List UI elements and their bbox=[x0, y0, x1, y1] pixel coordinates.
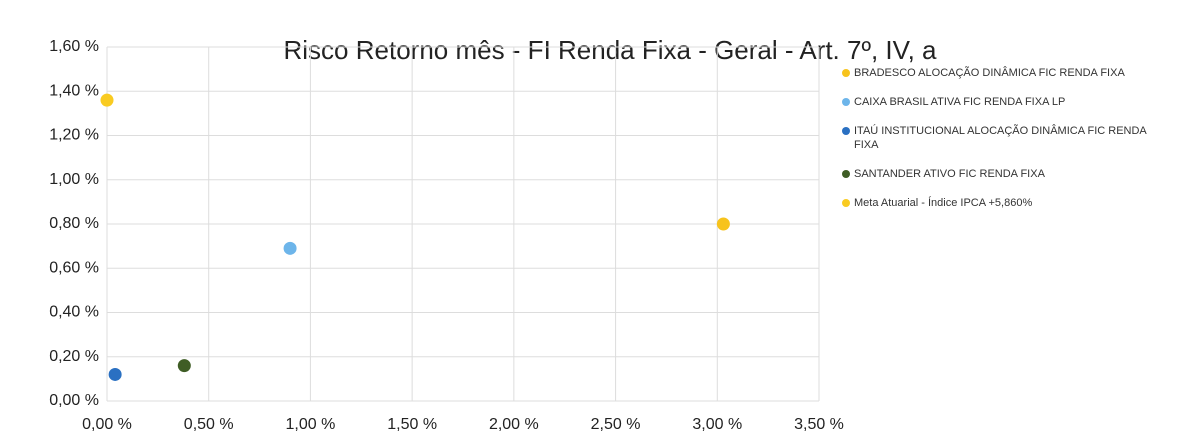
point bbox=[177, 359, 191, 373]
x-tick-label: 0,50 % bbox=[184, 416, 234, 433]
x-tick-label: 3,50 % bbox=[794, 416, 844, 433]
legend-label: CAIXA BRASIL ATIVA FIC RENDA FIXA LP bbox=[854, 96, 1066, 108]
point bbox=[283, 241, 297, 255]
chart-title: Risco Retorno mês - FI Renda Fixa - Gera… bbox=[284, 35, 938, 65]
y-tick-label: 0,60 % bbox=[49, 259, 99, 276]
legend-item: CAIXA BRASIL ATIVA FIC RENDA FIXA LP bbox=[842, 95, 1172, 109]
legend-marker bbox=[842, 127, 850, 135]
legend-label: BRADESCO ALOCAÇÃO DINÂMICA FIC RENDA FIX… bbox=[854, 67, 1125, 79]
y-tick-label: 1,60 % bbox=[49, 38, 99, 55]
point bbox=[716, 217, 730, 231]
y-tick-label: 0,40 % bbox=[49, 304, 99, 321]
legend-marker bbox=[842, 98, 850, 106]
x-tick-label: 3,00 % bbox=[692, 416, 742, 433]
x-tick-label: 0,00 % bbox=[82, 416, 132, 433]
legend-item: SANTANDER ATIVO FIC RENDA FIXA bbox=[842, 167, 1172, 181]
legend-label: Meta Atuarial - Índice IPCA +5,860% bbox=[854, 197, 1033, 209]
legend-label: ITAÚ INSTITUCIONAL ALOCAÇÃO DINÂMICA FIC… bbox=[854, 125, 1147, 151]
legend-marker bbox=[842, 69, 850, 77]
x-tick-label: 1,00 % bbox=[286, 416, 336, 433]
legend-item: ITAÚ INSTITUCIONAL ALOCAÇÃO DINÂMICA FIC… bbox=[842, 124, 1172, 152]
y-tick-label: 0,20 % bbox=[49, 348, 99, 365]
legend-item: BRADESCO ALOCAÇÃO DINÂMICA FIC RENDA FIX… bbox=[842, 66, 1172, 80]
x-tick-label: 2,00 % bbox=[489, 416, 539, 433]
legend-marker bbox=[842, 199, 850, 207]
y-tick-label: 1,00 % bbox=[49, 171, 99, 188]
point bbox=[108, 367, 122, 381]
y-tick-label: 1,40 % bbox=[49, 82, 99, 99]
y-tick-label: 1,20 % bbox=[49, 127, 99, 144]
legend-label: SANTANDER ATIVO FIC RENDA FIXA bbox=[854, 168, 1045, 180]
legend-item: Meta Atuarial - Índice IPCA +5,860% bbox=[842, 196, 1172, 210]
legend: BRADESCO ALOCAÇÃO DINÂMICA FIC RENDA FIX… bbox=[842, 66, 1172, 225]
x-tick-label: 1,50 % bbox=[387, 416, 437, 433]
legend-marker bbox=[842, 170, 850, 178]
y-tick-label: 0,80 % bbox=[49, 215, 99, 232]
y-tick-label: 0,00 % bbox=[49, 392, 99, 409]
x-tick-label: 2,50 % bbox=[591, 416, 641, 433]
point bbox=[100, 93, 114, 107]
